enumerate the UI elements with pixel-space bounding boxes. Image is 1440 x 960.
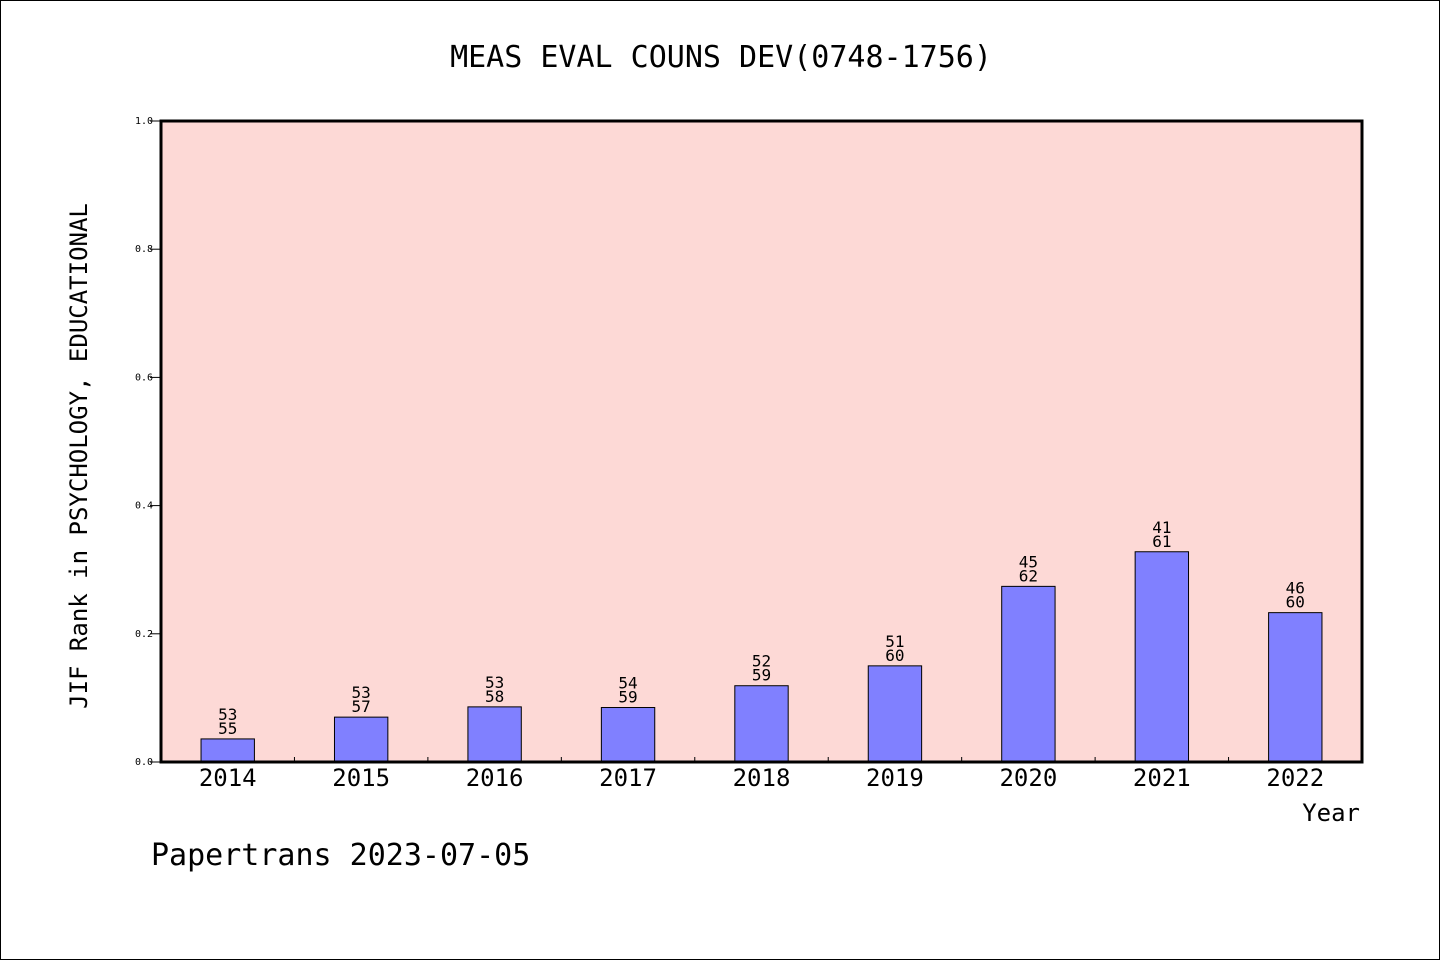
- x-axis-ticks: 2014 2015 2016 2017 2018 2019 2020 2021 2022: [199, 757, 1324, 792]
- bar-2014: [200, 738, 255, 763]
- x-tick-label: 2018: [733, 764, 791, 792]
- bar-label-rank: 54: [618, 674, 637, 693]
- bar-label-total: 55: [218, 719, 237, 738]
- bar-2022: [1268, 612, 1323, 763]
- x-tick-label: 2020: [999, 764, 1057, 792]
- footer-text: Papertrans 2023-07-05: [151, 838, 530, 873]
- x-tick-label: 2016: [466, 764, 524, 792]
- y-tick-label: 0.6: [135, 372, 153, 383]
- bar-label-rank: 46: [1286, 579, 1305, 598]
- bar-2019: [867, 665, 923, 763]
- bars: [200, 551, 1323, 763]
- bar-label-rank: 53: [485, 673, 504, 692]
- bar-label-total: 60: [885, 646, 904, 665]
- bar-2015: [333, 716, 389, 763]
- y-tick-label: 0.4: [135, 501, 153, 512]
- y-axis-label: JIF Rank in PSYCHOLOGY, EDUCATIONAL: [65, 203, 93, 709]
- bar-2020: [1001, 585, 1056, 763]
- y-tick-label: 0.0: [135, 757, 153, 768]
- x-tick-label: 2019: [866, 764, 924, 792]
- x-axis-label: Year: [1302, 799, 1360, 827]
- y-tick-label: 1.0: [135, 116, 153, 127]
- x-tick-label: 2022: [1266, 764, 1324, 792]
- bar-label-total: 62: [1019, 566, 1038, 585]
- x-tick-label: 2014: [199, 764, 257, 792]
- y-tick-label: 0.2: [135, 629, 153, 640]
- x-tick-label: 2017: [599, 764, 657, 792]
- bar-2021: [1134, 551, 1190, 763]
- y-axis-ticks: 0.0 0.2 0.4 0.6 0.8 1.0: [135, 116, 161, 768]
- bar-2016: [467, 706, 522, 763]
- bar-label-rank: 45: [1019, 552, 1038, 571]
- bar-label-total: 59: [618, 688, 637, 707]
- bar-label-rank: 53: [218, 705, 237, 724]
- bar-label-total: 59: [752, 666, 771, 685]
- x-tick-label: 2021: [1133, 764, 1191, 792]
- bar-2017: [600, 707, 656, 763]
- bar-label-total: 60: [1286, 593, 1305, 612]
- bar-label-rank: 51: [885, 632, 904, 651]
- x-tick-label: 2015: [332, 764, 390, 792]
- bar-2018: [734, 685, 789, 763]
- bar-label-rank: 53: [352, 683, 371, 702]
- bar-label-rank: 52: [752, 652, 771, 671]
- plot-border: [159, 119, 1364, 764]
- bar-label-total: 61: [1152, 532, 1171, 551]
- bar-label-total: 58: [485, 687, 504, 706]
- bar-label-total: 57: [352, 697, 371, 716]
- bar-label-rank: 41: [1152, 518, 1171, 537]
- chart-title: MEAS EVAL COUNS DEV(0748-1756): [450, 40, 992, 75]
- y-tick-label: 0.8: [135, 244, 153, 255]
